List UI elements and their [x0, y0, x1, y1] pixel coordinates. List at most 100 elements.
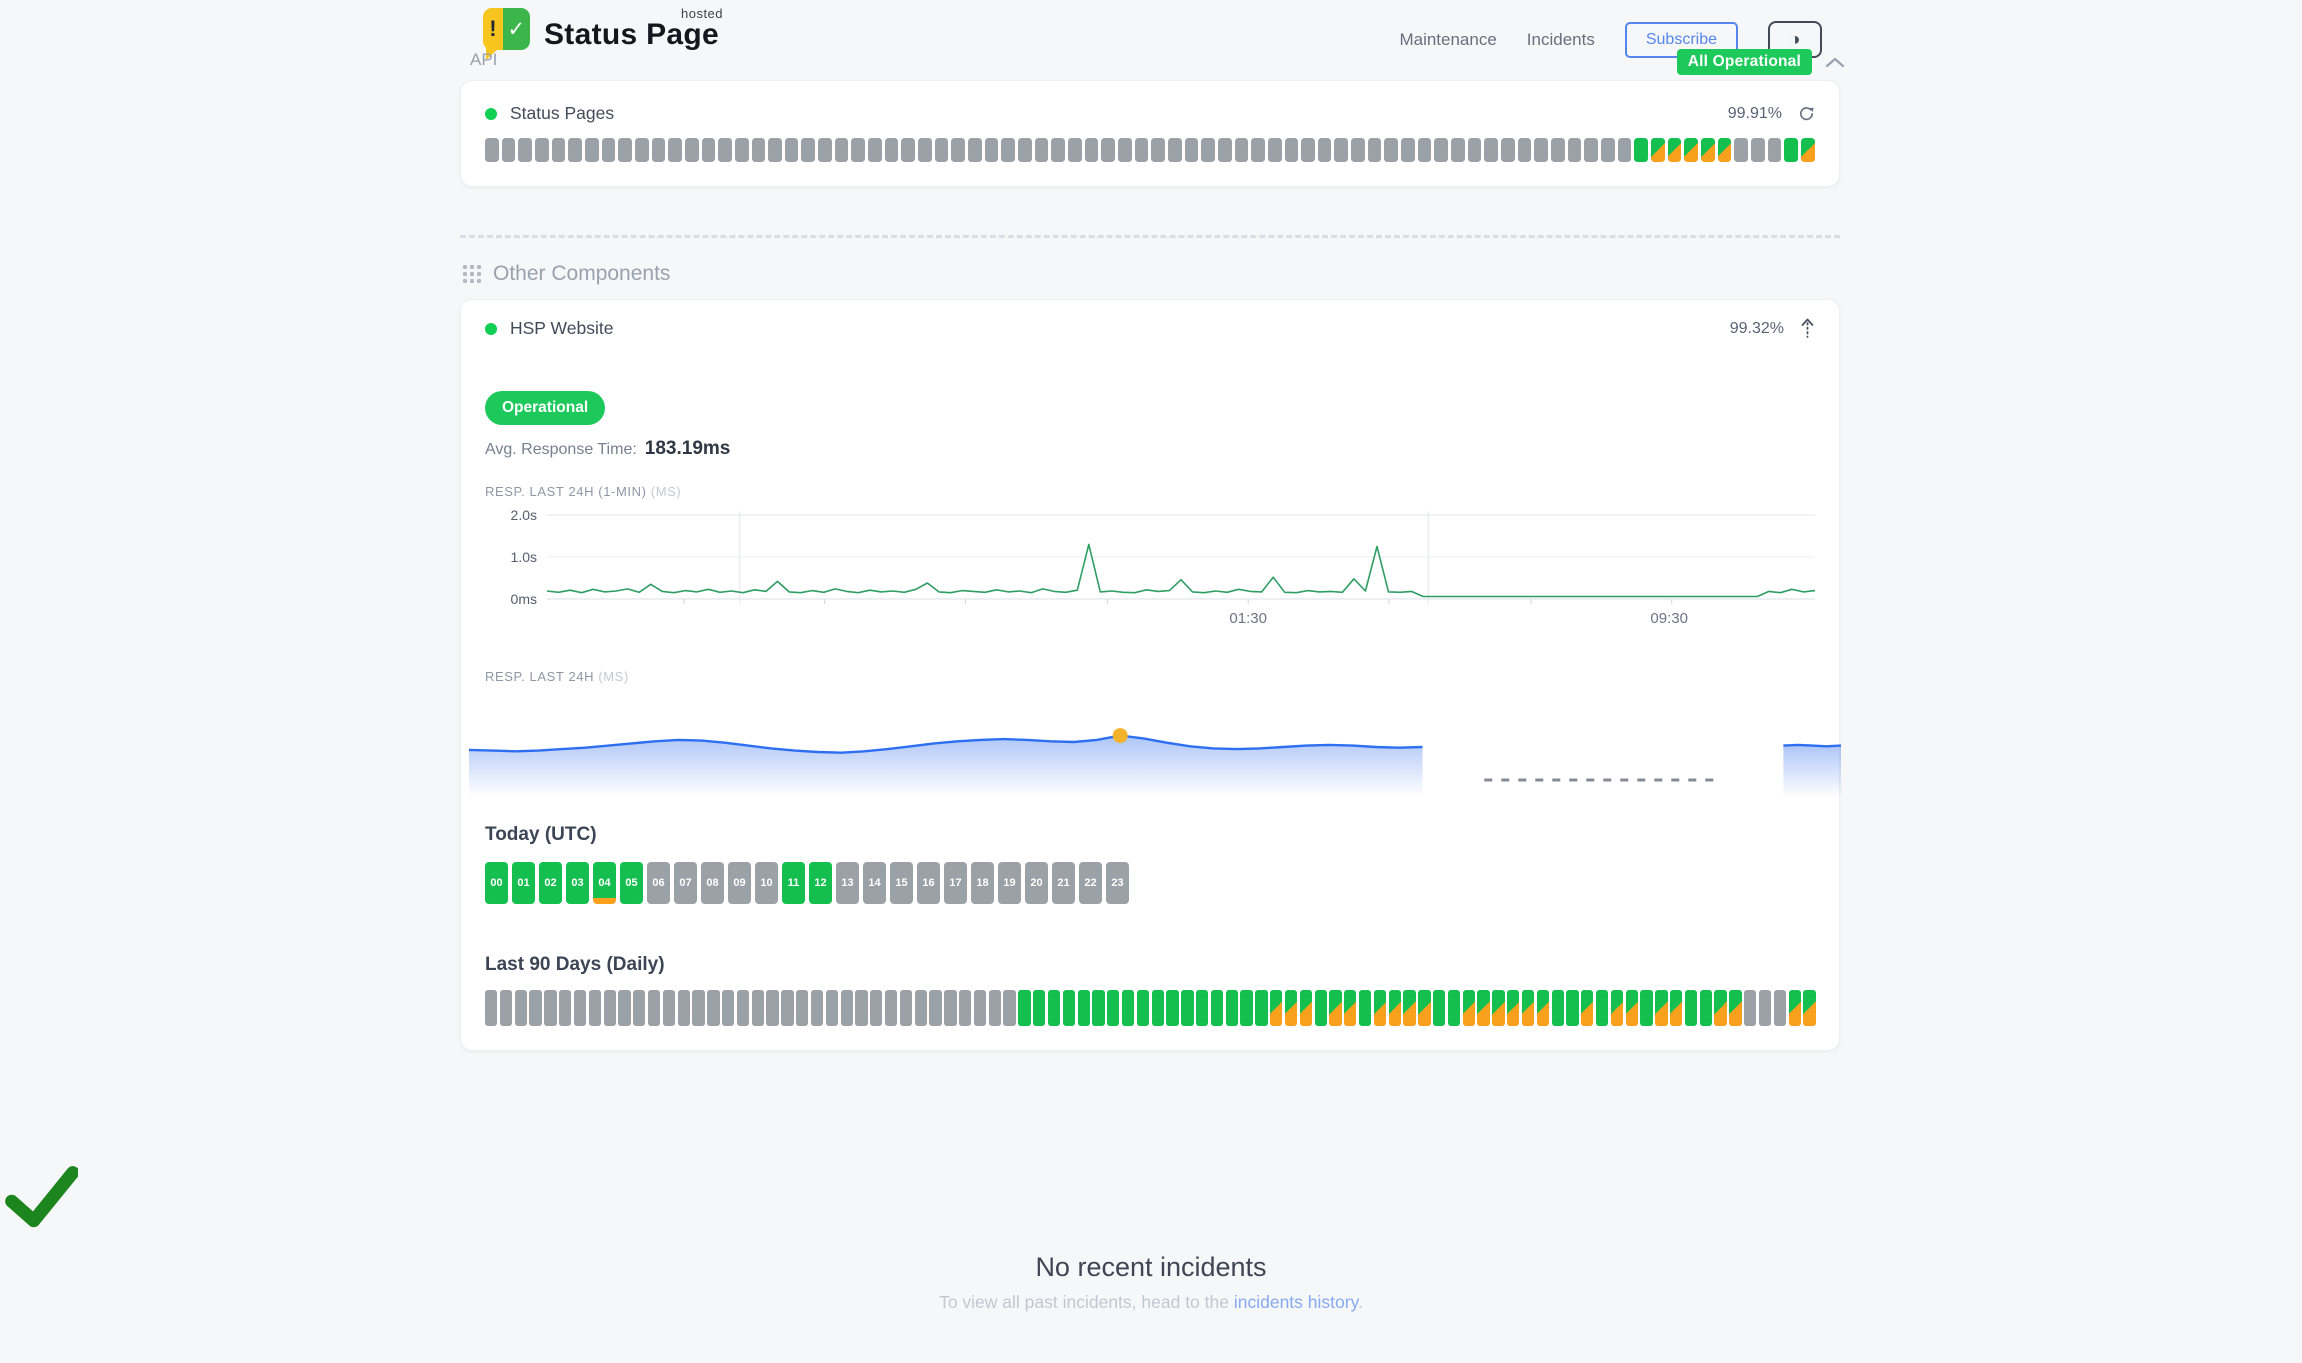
day-block[interactable]	[855, 990, 868, 1026]
day-block[interactable]	[1062, 990, 1075, 1026]
day-block[interactable]	[1003, 990, 1016, 1026]
hour-block[interactable]: 18	[971, 862, 994, 904]
day-block[interactable]	[766, 990, 779, 1026]
day-block[interactable]	[870, 990, 883, 1026]
uptime-block[interactable]	[1167, 138, 1182, 162]
uptime-block[interactable]	[518, 138, 532, 162]
uptime-block[interactable]	[1217, 138, 1232, 162]
day-block[interactable]	[899, 990, 913, 1026]
uptime-block[interactable]	[1501, 138, 1515, 162]
day-block[interactable]	[1447, 990, 1461, 1026]
hour-block[interactable]: 05	[620, 862, 643, 904]
nav-incidents-link[interactable]: Incidents	[1526, 29, 1595, 49]
uptime-block[interactable]	[684, 138, 699, 162]
day-block[interactable]	[736, 990, 750, 1026]
day-block[interactable]	[1684, 990, 1698, 1026]
uptime-block[interactable]	[584, 138, 599, 162]
day-block[interactable]	[1373, 990, 1387, 1026]
day-block[interactable]	[1758, 990, 1772, 1026]
hour-block[interactable]: 07	[674, 862, 697, 904]
uptime-block[interactable]	[1684, 138, 1698, 162]
day-block[interactable]	[1477, 990, 1490, 1026]
uptime-block[interactable]	[1517, 138, 1532, 162]
day-block[interactable]	[1284, 990, 1298, 1026]
hour-block[interactable]: 06	[647, 862, 670, 904]
day-block[interactable]	[810, 990, 824, 1026]
hour-block[interactable]: 23	[1106, 862, 1129, 904]
day-block[interactable]	[1595, 990, 1609, 1026]
uptime-block[interactable]	[1234, 138, 1249, 162]
uptime-block[interactable]	[734, 138, 749, 162]
uptime-block[interactable]	[1551, 138, 1565, 162]
day-block[interactable]	[1566, 990, 1579, 1026]
day-block[interactable]	[1092, 990, 1105, 1026]
day-block[interactable]	[1492, 990, 1505, 1026]
uptime-block[interactable]	[1367, 138, 1382, 162]
uptime-block[interactable]	[1467, 138, 1482, 162]
uptime-block[interactable]	[1617, 138, 1632, 162]
uptime-block[interactable]	[1134, 138, 1149, 162]
uptime-block[interactable]	[884, 138, 899, 162]
hour-block[interactable]: 08	[701, 862, 724, 904]
day-block[interactable]	[1581, 990, 1594, 1026]
uptime-block[interactable]	[1717, 138, 1732, 162]
uptime-block[interactable]	[1084, 138, 1099, 162]
uptime-block[interactable]	[968, 138, 982, 162]
day-block[interactable]	[1210, 990, 1224, 1026]
day-block[interactable]	[1803, 990, 1816, 1026]
uptime-block[interactable]	[901, 138, 916, 162]
day-block[interactable]	[1699, 990, 1712, 1026]
uptime-block[interactable]	[1267, 138, 1282, 162]
day-block[interactable]	[1181, 990, 1194, 1026]
day-block[interactable]	[944, 990, 957, 1026]
day-block[interactable]	[929, 990, 942, 1026]
uptime-block[interactable]	[1067, 138, 1082, 162]
uptime-block[interactable]	[1334, 138, 1349, 162]
uptime-block[interactable]	[618, 138, 632, 162]
day-block[interactable]	[1240, 990, 1253, 1026]
day-block[interactable]	[1107, 990, 1120, 1026]
day-block[interactable]	[1670, 990, 1683, 1026]
uptime-block[interactable]	[1767, 138, 1782, 162]
uptime-block[interactable]	[1051, 138, 1065, 162]
day-block[interactable]	[1521, 990, 1535, 1026]
day-block[interactable]	[633, 990, 646, 1026]
day-block[interactable]	[1344, 990, 1357, 1026]
hour-block[interactable]: 00	[485, 862, 508, 904]
day-block[interactable]	[1270, 990, 1283, 1026]
uptime-block[interactable]	[501, 138, 516, 162]
day-block[interactable]	[647, 990, 661, 1026]
uptime-block[interactable]	[1384, 138, 1399, 162]
uptime-block[interactable]	[1301, 138, 1315, 162]
hour-block[interactable]: 20	[1025, 862, 1048, 904]
uptime-block[interactable]	[1034, 138, 1049, 162]
uptime-block[interactable]	[768, 138, 782, 162]
day-block[interactable]	[1033, 990, 1046, 1026]
day-block[interactable]	[796, 990, 809, 1026]
day-block[interactable]	[529, 990, 542, 1026]
day-block[interactable]	[559, 990, 572, 1026]
day-block[interactable]	[588, 990, 601, 1026]
day-block[interactable]	[544, 990, 557, 1026]
day-block[interactable]	[1610, 990, 1624, 1026]
hour-block[interactable]: 12	[809, 862, 832, 904]
day-block[interactable]	[1151, 990, 1164, 1026]
hour-block[interactable]: 17	[944, 862, 967, 904]
uptime-block[interactable]	[1351, 138, 1365, 162]
uptime-block[interactable]	[1451, 138, 1465, 162]
day-block[interactable]	[485, 990, 498, 1026]
uptime-block[interactable]	[984, 138, 999, 162]
incidents-history-link[interactable]: incidents history	[1233, 1292, 1359, 1312]
day-block[interactable]	[840, 990, 853, 1026]
uptime-block[interactable]	[1401, 138, 1415, 162]
hour-block[interactable]: 02	[539, 862, 562, 904]
uptime-block[interactable]	[784, 138, 799, 162]
uptime-block[interactable]	[634, 138, 649, 162]
hour-block[interactable]: 13	[836, 862, 859, 904]
uptime-block[interactable]	[1251, 138, 1265, 162]
uptime-block[interactable]	[718, 138, 732, 162]
hour-block[interactable]: 03	[566, 862, 589, 904]
uptime-block[interactable]	[1317, 138, 1332, 162]
uptime-block[interactable]	[1634, 138, 1648, 162]
day-block[interactable]	[573, 990, 587, 1026]
